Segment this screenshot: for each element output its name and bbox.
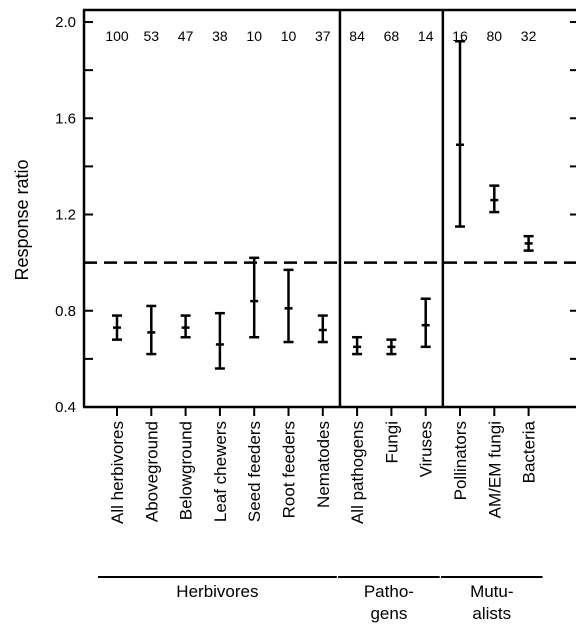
y-tick-label: 1.6 [55,110,76,127]
group-label: Patho- [364,582,414,601]
sample-size-label: 53 [144,28,160,44]
plot-frame [82,8,576,409]
group-label: gens [370,604,407,623]
category-label: All pathogens [348,421,367,524]
sample-size-label: 80 [487,28,503,44]
y-axis: 0.4 0.8 1.2 1.6 2.0 [55,14,576,416]
category-label: Fungi [382,421,401,464]
category-label: Belowground [177,421,196,520]
error-bar [386,338,397,356]
error-bar [180,314,191,339]
group-labels: Herbivores Patho-gens Mutu-alists [98,576,543,623]
sample-size-label: 10 [246,28,262,44]
group-label: Herbivores [176,582,258,601]
error-bar [146,304,157,356]
sample-size-label: 68 [384,28,400,44]
category-label: Pollinators [451,421,470,500]
sample-size-label: 38 [212,28,228,44]
y-tick-label: 0.8 [55,303,76,320]
category-label: Aboveground [142,421,161,522]
error-bar [283,268,294,344]
sample-size-label: 47 [178,28,194,44]
sample-size-label: 14 [418,28,434,44]
error-bar [112,314,122,341]
error-bar [317,314,328,344]
category-label: Root feeders [280,421,299,518]
y-tick-label: 0.4 [55,399,76,416]
sample-size-label: 32 [521,28,537,44]
category-label: Nematodes [314,421,333,508]
category-label: Viruses [417,421,436,477]
error-bar [249,256,260,339]
x-category-labels: All herbivores Aboveground Belowground Leaf… [108,407,539,524]
error-bar [214,311,225,370]
sample-size-label: 16 [452,28,468,44]
group-label: Mutu- [470,582,513,601]
sample-size-label: 37 [315,28,331,44]
sample-size-label: 10 [281,28,297,44]
error-bar [523,234,534,252]
sample-size-label: 84 [349,28,365,44]
category-label: AM/EM fungi [485,421,504,518]
sample-size-label: 100 [105,28,129,44]
error-bar [352,335,363,356]
y-tick-label: 2.0 [55,14,76,31]
error-bar [455,40,465,228]
error-bar [489,184,500,214]
error-bar [420,297,431,349]
category-label: All herbivores [108,421,127,524]
y-axis-title: Response ratio [12,159,32,280]
category-label: Seed feeders [245,421,264,522]
y-tick-label: 1.2 [55,207,76,224]
category-label: Bacteria [520,420,539,483]
group-label: alists [472,604,511,623]
category-label: Leaf chewers [211,421,230,522]
error-bars [112,40,534,370]
sample-size-labels: 100 53 47 38 10 10 37 84 68 14 16 80 32 [105,28,536,44]
